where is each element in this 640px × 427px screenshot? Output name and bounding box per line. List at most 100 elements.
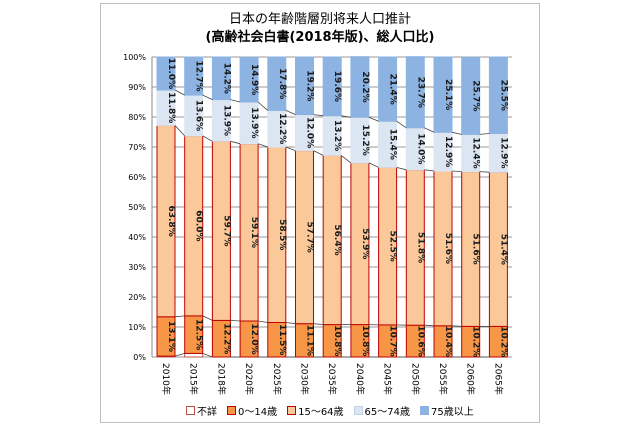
legend-item: 不詳: [186, 403, 217, 418]
chart-title: 日本の年齢階層別将来人口推計: [228, 12, 411, 27]
series-line: [257, 143, 268, 148]
data-label: 15.2%: [360, 124, 370, 155]
series-line: [285, 322, 296, 325]
x-tick-label: 2035年: [326, 363, 338, 395]
y-tick-label: 90%: [128, 83, 146, 92]
legend-item: 65〜74歳: [353, 403, 410, 418]
data-label: 12.7%: [194, 60, 204, 91]
legend-label: 15〜64歳: [298, 407, 344, 418]
bar-segment: [267, 56, 287, 111]
series-line: [258, 320, 268, 323]
data-label: 25.1%: [443, 79, 453, 110]
bar-segment: [461, 56, 481, 135]
legend-item: 75歳以上: [420, 403, 474, 418]
data-label: 57.7%: [305, 222, 315, 253]
data-label: 19.6%: [332, 71, 342, 102]
data-label: 56.4%: [332, 224, 342, 255]
data-label: 10.4%: [443, 326, 453, 357]
data-label: 11.8%: [166, 92, 176, 123]
data-label: 53.9%: [360, 228, 370, 259]
bar-segment: [405, 56, 425, 129]
data-label: 52.5%: [388, 231, 398, 262]
series-line: [368, 162, 379, 168]
legend-swatch: [227, 406, 236, 415]
data-label: 13.9%: [249, 107, 259, 138]
series-line: [451, 131, 462, 135]
data-label: 13.2%: [332, 120, 342, 151]
data-label: 63.8%: [166, 205, 176, 236]
data-label: 10.2%: [498, 326, 508, 357]
series-line: [313, 150, 324, 156]
y-tick-label: 100%: [123, 53, 146, 62]
legend-swatch: [186, 406, 195, 415]
bar-segment: [295, 56, 314, 116]
bar-segment: [378, 56, 398, 122]
data-label: 21.4%: [388, 73, 398, 104]
data-label: 10.2%: [471, 326, 481, 357]
data-label: 15.4%: [388, 129, 398, 160]
data-label: 10.7%: [388, 325, 398, 356]
data-label: 17.8%: [277, 68, 287, 99]
series-line: [313, 114, 324, 117]
series-line: [230, 320, 241, 322]
data-label: 10.8%: [332, 325, 342, 356]
series-line: [451, 170, 462, 172]
series-line: [341, 115, 351, 118]
data-label: 12.0%: [305, 117, 315, 148]
series-line: [313, 323, 324, 325]
data-label: 13.1%: [166, 321, 176, 352]
data-label: 13.6%: [194, 100, 204, 131]
series-line: [174, 353, 185, 357]
y-tick-label: 20%: [128, 293, 146, 302]
x-tick-label: 2065年: [492, 363, 504, 395]
data-label: 13.9%: [221, 105, 231, 136]
data-label: 10.8%: [360, 325, 370, 356]
data-label: 11.0%: [166, 58, 176, 89]
bar-segment: [156, 56, 176, 91]
bar-segment: [350, 56, 370, 118]
series-line: [202, 135, 213, 142]
series-line: [230, 140, 241, 145]
data-label: 12.2%: [221, 323, 231, 354]
bar-segment: [211, 56, 231, 101]
data-label: 12.4%: [471, 137, 481, 168]
series-line: [202, 315, 213, 321]
legend-swatch: [353, 406, 363, 415]
data-label: 12.9%: [443, 136, 453, 167]
data-label: 20.2%: [360, 71, 370, 102]
bar-segment: [184, 352, 204, 358]
data-label: 60.0%: [194, 210, 204, 241]
legend-item: 0〜14歳: [227, 403, 277, 418]
y-tick-label: 40%: [128, 233, 146, 242]
chart-subtitle: (高齢社会白書(2018年版)、総人口比): [205, 30, 435, 45]
data-label: 14.9%: [249, 64, 259, 95]
data-label: 11.5%: [277, 324, 287, 355]
legend-label: 65〜74歳: [364, 407, 410, 418]
data-label: 14.0%: [415, 133, 425, 164]
legend-label: 75歳以上: [431, 407, 474, 418]
series-line: [174, 315, 185, 318]
legend: 不詳 0〜14歳 15〜64歳 65〜74歳 75歳以上: [186, 403, 474, 418]
data-label: 11.1%: [305, 325, 315, 356]
legend-item: 15〜64歳: [287, 403, 344, 418]
data-label: 14.2%: [221, 63, 231, 94]
x-tick-label: 2015年: [188, 363, 200, 395]
series-line: [396, 167, 407, 171]
x-tick-label: 2060年: [465, 363, 477, 395]
x-tick-label: 2020年: [243, 363, 255, 395]
bar-segment: [488, 56, 508, 134]
x-tick-label: 2040年: [354, 363, 366, 395]
data-label: 12.2%: [277, 113, 287, 144]
y-tick-label: 70%: [128, 143, 146, 152]
series-line: [174, 125, 185, 137]
x-tick-label: 2025年: [271, 363, 283, 395]
x-tick-label: 2030年: [299, 363, 311, 395]
y-tick-label: 50%: [128, 203, 146, 212]
y-tick-label: 80%: [128, 113, 146, 122]
data-label: 59.1%: [249, 217, 259, 248]
series-line: [285, 110, 296, 115]
data-label: 12.0%: [249, 323, 259, 354]
data-label: 12.5%: [194, 319, 204, 350]
series-line: [257, 101, 269, 111]
